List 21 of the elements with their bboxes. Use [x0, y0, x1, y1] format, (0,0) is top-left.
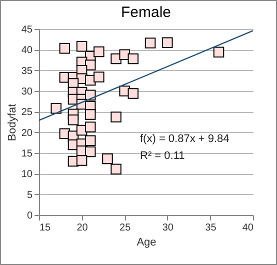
y-tick-label: 30	[21, 86, 33, 98]
x-tick-label: 20	[76, 222, 88, 234]
y-tick-label: 15	[21, 148, 33, 160]
y-tick-label: 0	[26, 210, 33, 222]
y-tick-label: 20	[21, 128, 33, 139]
x-tick-label: 40	[242, 222, 254, 234]
y-tick-label: 35	[21, 66, 33, 77]
y-tick-label: 45	[21, 24, 33, 36]
x-tick-label: 30	[162, 222, 174, 234]
x-tick-label: 25	[120, 222, 132, 234]
y-tick-label: 5	[26, 190, 33, 201]
y-tick-label: 25	[21, 107, 33, 118]
annotation: f(x) = 0.87x + 9.84	[140, 133, 230, 145]
x-tick-label: 15	[40, 222, 52, 234]
chart-title: Female	[120, 4, 172, 21]
x-tick-label: 35	[205, 222, 217, 234]
annotation: R² = 0.11	[140, 150, 185, 162]
x-axis-title: Age	[136, 236, 156, 248]
y-tick-label: 10	[21, 169, 33, 180]
y-axis-title: Bodyfat	[6, 104, 18, 142]
y-tick-label: 40	[21, 45, 33, 56]
